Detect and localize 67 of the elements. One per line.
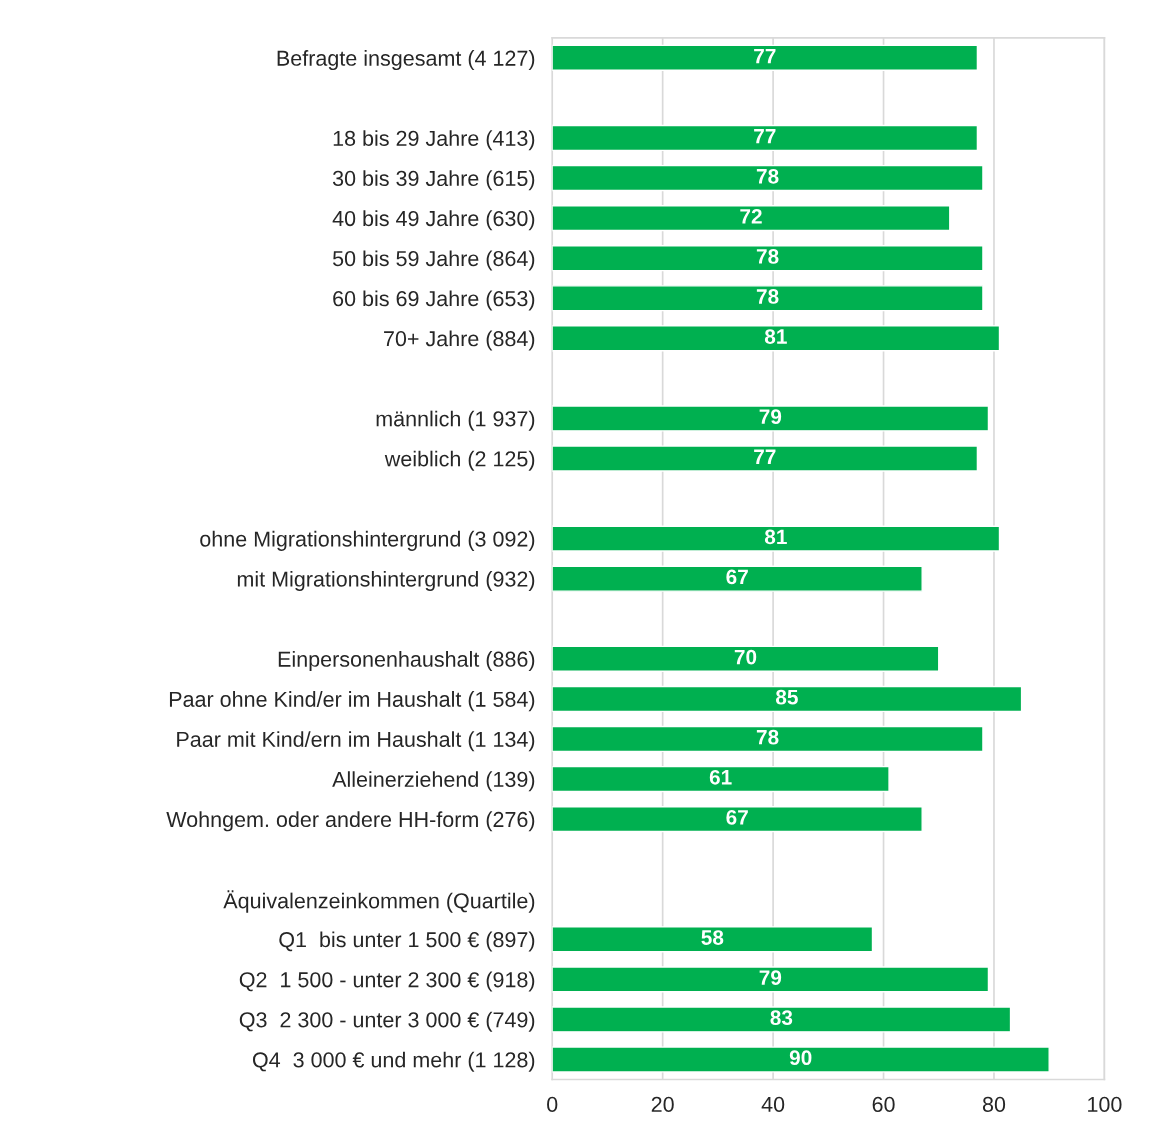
x-tick-label: 80 (982, 1096, 1006, 1113)
data-label: 78 (756, 168, 779, 184)
x-tick-label: 20 (651, 1096, 674, 1113)
y-tick-label: weiblich (2 125) (384, 450, 535, 471)
bar (552, 685, 1023, 713)
data-label: 67 (726, 809, 748, 825)
data-label: 78 (756, 289, 779, 304)
data-label: 77 (754, 48, 776, 64)
y-tick-label: 60 bis 69 Jahre (653) (333, 290, 535, 311)
data-label: 61 (709, 769, 732, 785)
data-label: 79 (759, 970, 782, 985)
data-label: 72 (740, 208, 762, 224)
bar (552, 164, 984, 192)
bar (552, 765, 890, 793)
data-label: 81 (764, 329, 787, 344)
y-tick-label: Wohngem. oder andere HH-form (276) (166, 811, 535, 832)
bar (552, 285, 984, 312)
data-label: 67 (726, 569, 748, 585)
y-tick-label: 30 bis 39 Jahre (615) (332, 170, 535, 191)
bar (552, 245, 984, 272)
y-tick-label: Äquivalenzeinkommen (Quartile) (223, 890, 535, 913)
data-label: 83 (770, 1010, 793, 1026)
y-tick-label: 18 bis 29 Jahre (413) (333, 130, 535, 151)
y-tick-label: Paar mit Kind/ern im Haushalt (1 134) (177, 731, 535, 752)
bar (552, 805, 923, 833)
y-tick-label: Q2 1 500 - unter 2 300 € (918) (239, 971, 535, 992)
y-tick-label: 70+ Jahre (884) (384, 330, 535, 351)
y-tick-label: Q4 3 000 € und mehr (1 128) (252, 1051, 535, 1072)
bar (552, 204, 951, 232)
bar (552, 1006, 1012, 1033)
data-label: 77 (754, 449, 776, 464)
y-tick-label: Paar ohne Kind/er im Haushalt (1 584) (169, 691, 535, 712)
bar (552, 725, 984, 753)
x-tick-label: 0 (547, 1096, 558, 1113)
data-label: 78 (756, 249, 779, 264)
bar (552, 44, 979, 71)
y-tick-label: männlich (1 937) (376, 410, 535, 431)
bar (552, 966, 990, 993)
x-tick-label: 40 (761, 1096, 785, 1113)
bar (552, 1046, 1050, 1073)
y-tick-label: Alleinerziehend (139) (332, 771, 535, 792)
data-label: 58 (701, 930, 724, 945)
y-tick-label: mit Migrationshintergrund (932) (237, 570, 535, 591)
x-tick-label: 60 (872, 1096, 895, 1113)
y-tick-label: Q3 2 300 - unter 3 000 € (749) (239, 1011, 535, 1032)
y-tick-label: Befragte insgesamt (4 127) (277, 50, 535, 71)
bar (552, 525, 1001, 552)
bar (552, 565, 923, 592)
y-tick-label: 50 bis 59 Jahre (864) (332, 250, 535, 271)
bar (552, 124, 979, 152)
y-tick-label: ohne Migrationshintergrund (3 092) (200, 530, 535, 551)
bar (552, 445, 979, 472)
data-label: 79 (759, 409, 782, 425)
bar (552, 645, 940, 672)
bar (552, 325, 1001, 352)
data-label: 85 (775, 689, 798, 705)
data-label: 81 (764, 529, 787, 545)
y-tick-label: Q1 bis unter 1 500 € (897) (279, 931, 535, 952)
bar (552, 405, 990, 432)
data-label: 70 (734, 649, 757, 665)
y-tick-label: 40 bis 49 Jahre (630) (332, 210, 535, 231)
x-tick-label: 100 (1088, 1096, 1122, 1113)
data-label: 77 (754, 129, 776, 144)
data-label: 90 (789, 1050, 812, 1066)
bar (552, 926, 874, 953)
data-label: 78 (756, 729, 779, 745)
y-tick-label: Einpersonenhaushalt (886) (278, 651, 535, 672)
